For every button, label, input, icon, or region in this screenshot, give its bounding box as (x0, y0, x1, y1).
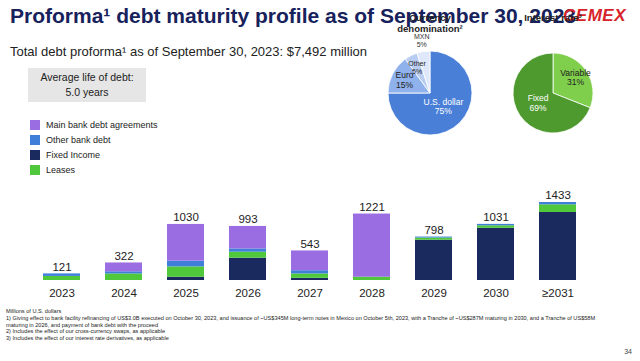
svg-text:U.S. dollar75%: U.S. dollar75% (424, 97, 464, 116)
svg-text:2028: 2028 (359, 287, 385, 299)
svg-text:2025: 2025 (173, 287, 199, 299)
svg-text:Variable31%: Variable31% (560, 68, 591, 87)
html-text:2) Includes the effect of our: 2) Includes the effect of our cross-curr… (6, 328, 166, 335)
svg-text:2029: 2029 (421, 287, 447, 299)
svg-text:322: 322 (114, 250, 133, 262)
html-text:Euro: Euro (395, 70, 414, 81)
svg-text:≥2031: ≥2031 (542, 287, 574, 299)
html-text:Main bank debt agreements: Main bank debt agreements (46, 119, 158, 130)
html-text:15%: 15% (396, 79, 414, 90)
html-text:Fixed Income: Fixed Income (46, 149, 100, 160)
html-text:Other bank debt: Other bank debt (46, 134, 111, 145)
svg-text:Other5%: Other5% (408, 60, 426, 75)
svg-text:1031: 1031 (483, 211, 509, 223)
html-text:Leases: Leases (46, 164, 75, 175)
html-text:34: 34 (624, 348, 632, 355)
html-text:Proforma¹ debt maturity profil: Proforma¹ debt maturity profile as of Se… (10, 4, 576, 27)
html-text:1) Giving effect to bank facil: 1) Giving effect to bank facility refina… (6, 314, 596, 328)
svg-text:1030: 1030 (173, 211, 199, 223)
html-text:Total debt proforma¹ as of Sep: Total debt proforma¹ as of September 30,… (10, 44, 367, 59)
svg-text:Fixed69%: Fixed69% (528, 93, 549, 112)
svg-text:2030: 2030 (483, 287, 509, 299)
svg-text:798: 798 (424, 224, 443, 236)
html-text:Currency denomination²: Currency denomination² (397, 12, 463, 34)
svg-text:543: 543 (300, 238, 319, 250)
html-text:Millions of U.S. dollars: Millions of U.S. dollars (6, 308, 62, 314)
html-text:Interest rate³: Interest rate³ (524, 12, 582, 23)
svg-text:2026: 2026 (235, 287, 261, 299)
svg-text:2023: 2023 (49, 287, 75, 299)
svg-text:2027: 2027 (297, 287, 323, 299)
svg-text:MXN5%: MXN5% (414, 33, 430, 48)
svg-text:121: 121 (52, 261, 71, 273)
html-text:5.0 years: 5.0 years (65, 86, 109, 98)
svg-text:1221: 1221 (359, 201, 385, 213)
svg-text:1433: 1433 (545, 189, 571, 201)
html-text:Average life of debt:: Average life of debt: (40, 71, 134, 83)
html-text:3) Includes the effect of our: 3) Includes the effect of our interest r… (6, 335, 169, 342)
svg-text:2024: 2024 (111, 287, 137, 299)
html-text:CEMEX: CEMEX (563, 6, 626, 25)
svg-text:993: 993 (238, 213, 257, 225)
